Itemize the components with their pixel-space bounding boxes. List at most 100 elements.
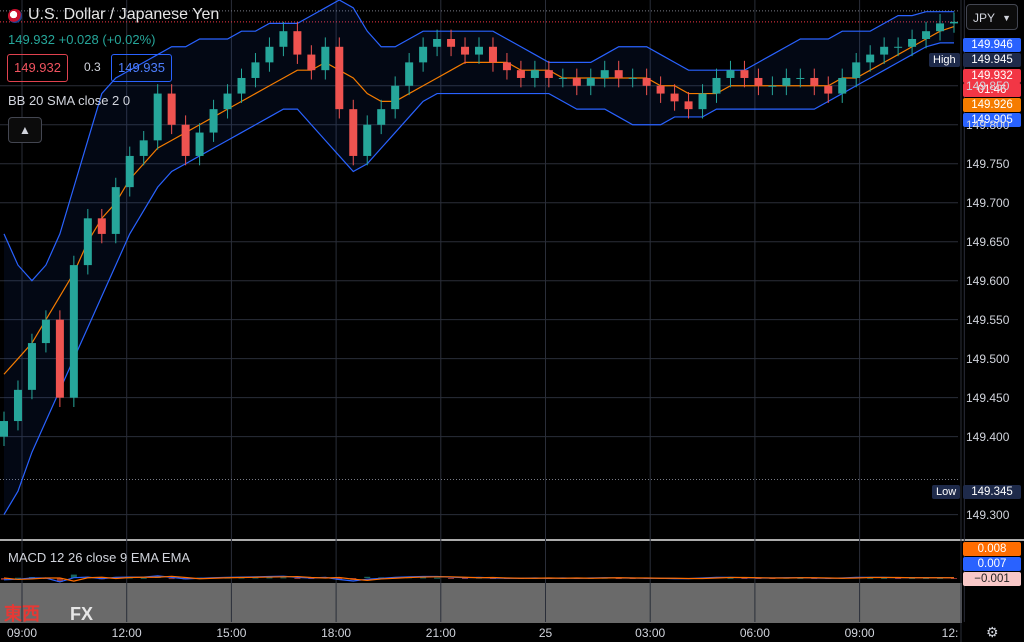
candle-body	[41, 319, 50, 344]
macd-histogram-bar	[364, 576, 371, 578]
currency-select[interactable]: JPY ▼	[966, 4, 1018, 30]
candle-body	[419, 46, 428, 63]
macd-histogram-bar	[280, 577, 287, 579]
candle-body	[670, 93, 679, 102]
price-axis-tick: 149.600	[966, 273, 1010, 288]
candle-body	[265, 46, 274, 63]
price-change: 149.932 +0.028 (+0.02%)	[8, 32, 156, 47]
time-axis-tick: 12:00	[111, 626, 142, 640]
macd-histogram-bar	[140, 577, 147, 579]
low-marker: Low	[932, 485, 961, 499]
candle-body	[363, 124, 372, 156]
chevron-up-icon[interactable]: ▲	[8, 117, 42, 143]
last-price-tag: 149.932	[963, 69, 1021, 83]
candle-body	[433, 38, 442, 47]
candle-body	[167, 93, 176, 125]
bottom-watermark-bar	[0, 583, 962, 623]
candle-body	[712, 77, 721, 94]
high-marker: High	[929, 53, 960, 67]
bb-indicator-label[interactable]: BB 20 SMA close 2 0	[8, 93, 131, 108]
chevron-down-icon: ▼	[1002, 13, 1011, 23]
candle-body	[768, 85, 777, 87]
candle-body	[237, 77, 246, 94]
price-axis-tick: 149.550	[966, 312, 1010, 327]
candle-body	[516, 70, 525, 78]
bb-basis-tag: 149.926	[963, 98, 1021, 112]
bb-lower-line	[3, 42, 954, 515]
candle-body	[544, 70, 553, 78]
candle-body	[0, 421, 8, 437]
macd-histogram-bar	[462, 578, 469, 579]
logo-fx: FX	[70, 604, 94, 624]
macd-histogram-bar	[434, 577, 441, 579]
candle-body	[530, 70, 539, 78]
macd-histogram-bar	[448, 578, 455, 579]
price-axis-tick: 149.650	[966, 234, 1010, 249]
lower-bb-tag: 149.905	[963, 113, 1021, 127]
candle-body	[600, 70, 609, 78]
macd-histogram-bar	[797, 577, 804, 579]
time-axis-tick: 18:00	[321, 626, 352, 640]
gear-icon[interactable]: ⚙	[986, 624, 999, 640]
price-axis-tick: 149.450	[966, 390, 1010, 405]
macd-histogram-bar	[14, 577, 21, 579]
candle-body	[391, 85, 400, 110]
candle-body	[69, 265, 78, 398]
candle-body	[740, 70, 749, 78]
symbol-title[interactable]: U.S. Dollar / Japanese Yen	[28, 6, 220, 23]
candle-body	[866, 54, 875, 63]
candle-body	[125, 155, 134, 188]
candle-body	[13, 389, 22, 422]
countdown-tag: 01:46	[963, 83, 1021, 97]
macd-histogram-bar	[252, 577, 259, 579]
time-axis-tick: 09:00	[6, 626, 38, 640]
candle-body	[572, 77, 581, 86]
candle-body	[223, 93, 232, 110]
time-axis-tick: 15:00	[216, 626, 247, 640]
macd-histogram-bar	[294, 578, 301, 579]
candle-body	[251, 62, 260, 78]
time-axis-tick: 03:00	[635, 626, 666, 640]
histogram-value-tag: −0.001	[963, 572, 1021, 586]
macd-histogram-bar	[420, 577, 427, 579]
bb-upper-line	[3, 0, 954, 282]
candle-body	[349, 109, 358, 156]
candle-body	[377, 109, 386, 125]
candle-body	[139, 140, 148, 156]
macd-histogram-bar	[56, 578, 63, 582]
macd-histogram-bar	[881, 577, 888, 579]
macd-histogram-bar	[741, 578, 748, 579]
last-price: 149.932	[8, 32, 55, 47]
buy-button[interactable]: 149.935	[111, 54, 172, 82]
candle-body	[209, 109, 218, 133]
time-axis-tick: 06:00	[739, 626, 770, 640]
candle-body	[502, 62, 511, 71]
candle-body	[824, 85, 833, 94]
candle-body	[810, 77, 819, 86]
price-axis-tick: 149.800	[966, 117, 1010, 132]
currency-label: JPY	[973, 11, 996, 25]
price-axis-tick: 149.750	[966, 156, 1010, 171]
sell-button[interactable]: 149.932	[7, 54, 68, 82]
macd-histogram-bar	[727, 577, 734, 579]
us-japan-flag-icon	[8, 9, 22, 23]
change-abs: +0.028	[58, 32, 99, 47]
candle-body	[111, 187, 120, 234]
candle-body	[55, 319, 64, 398]
macd-histogram-bar	[867, 577, 874, 579]
macd-histogram-bar	[909, 577, 916, 579]
macd-histogram-bar	[168, 578, 175, 580]
candle-body	[726, 70, 735, 78]
candle-body	[796, 77, 805, 79]
candle-body	[950, 21, 958, 24]
high-price-tag: 149.946	[963, 38, 1021, 52]
signal-line	[3, 575, 954, 582]
macd-value-tag: 0.007	[963, 557, 1021, 571]
broker-logo: 東西 FX	[4, 600, 93, 626]
time-axis-tick: 21:00	[425, 626, 456, 640]
macd-indicator-label[interactable]: MACD 12 26 close 9 EMA EMA	[8, 550, 191, 565]
signal-value-tag: 0.008	[963, 542, 1021, 556]
time-axis-tick: 25	[538, 626, 553, 640]
candle-body	[475, 46, 483, 55]
